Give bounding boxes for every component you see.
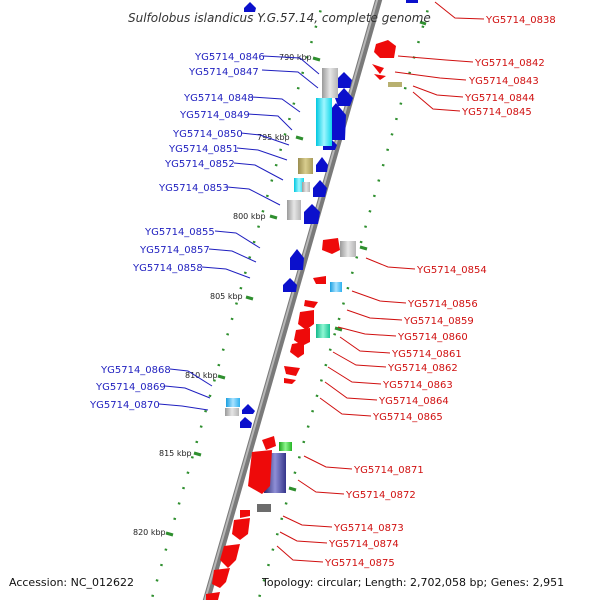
gene-arrow xyxy=(240,510,250,518)
gene-block xyxy=(316,98,332,146)
scale-ticks-right xyxy=(288,20,427,492)
scale-label: 815 kbp xyxy=(159,449,192,458)
gene-arrow xyxy=(244,2,256,12)
gene-label[interactable]: YG5714_0852 xyxy=(164,159,235,170)
scale-label: 800 kbp xyxy=(233,212,266,221)
gene-label[interactable]: YG5714_0873 xyxy=(333,523,404,534)
gene-block xyxy=(287,200,301,220)
gene-arrow xyxy=(262,436,276,450)
gene-arrow xyxy=(313,276,326,284)
gene-label[interactable]: YG5714_0848 xyxy=(183,93,254,104)
gene-label[interactable]: YG5714_0856 xyxy=(407,299,478,310)
gene-label[interactable]: YG5714_0849 xyxy=(179,110,250,121)
gene-label[interactable]: YG5714_0875 xyxy=(324,558,395,569)
gene-label[interactable]: YG5714_0869 xyxy=(95,382,166,393)
gene-arrow xyxy=(284,378,296,384)
gene-block xyxy=(302,182,310,192)
guide-track-right xyxy=(257,0,432,600)
gene-block xyxy=(406,0,418,3)
gene-label[interactable]: YG5714_0870 xyxy=(89,400,160,411)
scale-label: 805 kbp xyxy=(210,292,243,301)
scale-ticks xyxy=(165,56,321,537)
gene-block xyxy=(388,82,402,87)
gene-arrow xyxy=(248,450,272,494)
gene-label[interactable]: YG5714_0847 xyxy=(188,67,259,78)
gene-label[interactable]: YG5714_0862 xyxy=(387,363,458,374)
gene-label[interactable]: YG5714_0855 xyxy=(144,227,215,238)
gene-label[interactable]: YG5714_0850 xyxy=(172,129,243,140)
gene-label[interactable]: YG5714_0854 xyxy=(416,265,487,276)
gene-block xyxy=(322,68,338,98)
gene-arrow xyxy=(313,180,327,197)
gene-block xyxy=(340,241,356,257)
gene-block xyxy=(330,282,342,292)
gene-label[interactable]: YG5714_0857 xyxy=(139,245,210,256)
gene-arrow xyxy=(374,40,396,58)
gene-label[interactable]: YG5714_0861 xyxy=(391,349,462,360)
gene-label[interactable]: YG5714_0859 xyxy=(403,316,474,327)
gene-label[interactable]: YG5714_0838 xyxy=(485,15,556,26)
gene-block xyxy=(226,398,240,407)
gene-block xyxy=(225,408,239,416)
gene-arrow xyxy=(316,157,328,172)
gene-label[interactable]: YG5714_0868 xyxy=(100,365,171,376)
gene-arrow xyxy=(284,366,300,376)
left-gene-labels: YG5714_0846 YG5714_0847 YG5714_0848 YG57… xyxy=(89,52,265,411)
scale-label: 820 kbp xyxy=(133,528,166,537)
gene-label[interactable]: YG5714_0874 xyxy=(328,539,399,550)
gene-label[interactable]: YG5714_0845 xyxy=(461,107,532,118)
gene-arrow xyxy=(232,518,250,540)
gene-arrow xyxy=(290,249,304,270)
gene-label[interactable]: YG5714_0860 xyxy=(397,332,468,343)
gene-arrow xyxy=(290,342,304,358)
gene-arrow xyxy=(322,238,340,254)
gene-label[interactable]: YG5714_0844 xyxy=(464,93,535,104)
gene-arrow xyxy=(283,278,297,292)
gene-label[interactable]: YG5714_0851 xyxy=(168,144,239,155)
gene-arrow xyxy=(212,568,230,588)
gene-label[interactable]: YG5714_0871 xyxy=(353,465,424,476)
reverse-genes xyxy=(206,40,396,600)
genome-title: Sulfolobus islandicus Y.G.57.14, complet… xyxy=(128,11,431,25)
gene-label[interactable]: YG5714_0842 xyxy=(474,58,545,69)
gene-arrow xyxy=(336,72,352,88)
gene-label[interactable]: YG5714_0864 xyxy=(378,396,449,407)
gene-block xyxy=(279,442,292,451)
gene-arrow xyxy=(240,417,252,428)
feature-blocks xyxy=(225,68,402,512)
gene-arrow xyxy=(335,88,353,106)
topology-text: Topology: circular; Length: 2,702,058 bp… xyxy=(261,576,564,589)
gene-arrow xyxy=(372,64,384,74)
gene-label[interactable]: YG5714_0846 xyxy=(194,52,265,63)
gene-label[interactable]: YG5714_0858 xyxy=(132,263,203,274)
left-connectors xyxy=(158,55,320,411)
gene-block xyxy=(257,504,271,512)
gene-arrow xyxy=(304,300,318,308)
gene-arrow xyxy=(206,592,220,600)
gene-label[interactable]: YG5714_0863 xyxy=(382,380,453,391)
scale-label: 795 kbp xyxy=(257,133,290,142)
scale-label: 810 kbp xyxy=(185,371,218,380)
gene-arrow xyxy=(242,404,255,414)
gene-block xyxy=(298,158,313,174)
gene-label[interactable]: YG5714_0865 xyxy=(372,412,443,423)
right-gene-labels: YG5714_0838 YG5714_0842 YG5714_0843 YG57… xyxy=(324,15,556,569)
gene-arrow xyxy=(374,74,386,80)
gene-arrow xyxy=(298,310,314,330)
gene-label[interactable]: YG5714_0843 xyxy=(468,76,539,87)
right-connectors xyxy=(276,1,485,563)
gene-block xyxy=(316,324,330,338)
guide-track-left xyxy=(150,0,325,600)
accession-text: Accession: NC_012622 xyxy=(9,576,134,589)
gene-block xyxy=(294,178,304,192)
gene-label[interactable]: YG5714_0872 xyxy=(345,490,416,501)
gene-arrow xyxy=(304,204,320,224)
gene-arrow xyxy=(294,328,310,346)
gene-arrow xyxy=(220,544,240,568)
gene-label[interactable]: YG5714_0853 xyxy=(158,183,229,194)
